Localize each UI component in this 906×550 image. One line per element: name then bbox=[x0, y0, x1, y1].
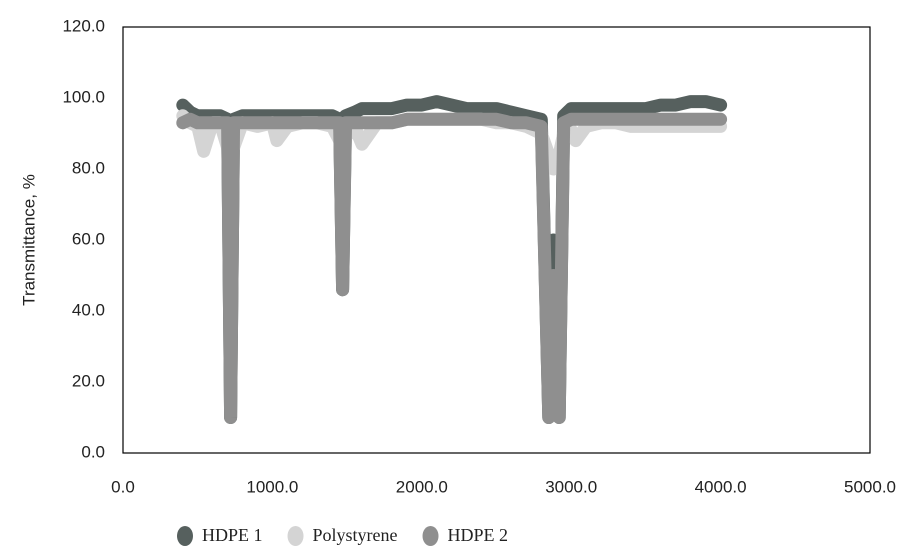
series-line bbox=[176, 95, 728, 424]
legend-marker bbox=[422, 526, 439, 546]
y-tick-label: 80.0 bbox=[72, 158, 105, 177]
x-tick-label: 3000.0 bbox=[545, 477, 597, 496]
x-tick-label: 4000.0 bbox=[695, 477, 747, 496]
y-tick-label: 60.0 bbox=[72, 229, 105, 248]
y-tick-label: 0.0 bbox=[81, 442, 105, 461]
plot-frame bbox=[122, 26, 871, 454]
y-tick-label: 20.0 bbox=[72, 371, 105, 390]
series-line bbox=[176, 112, 728, 424]
y-tick-label: 100.0 bbox=[62, 87, 105, 106]
legend-label: HDPE 1 bbox=[202, 525, 263, 545]
y-axis-title: Transmittance, % bbox=[19, 174, 38, 306]
legend-marker bbox=[287, 526, 304, 546]
legend-marker bbox=[177, 526, 193, 546]
x-tick-label: 5000.0 bbox=[844, 477, 896, 496]
legend-label: Polystyrene bbox=[313, 525, 398, 545]
legend-label: HDPE 2 bbox=[448, 525, 509, 545]
x-tick-label: 0.0 bbox=[111, 477, 135, 496]
y-tick-label: 120.0 bbox=[62, 16, 105, 35]
y-tick-label: 40.0 bbox=[72, 300, 105, 319]
x-tick-label: 1000.0 bbox=[246, 477, 298, 496]
x-tick-label: 2000.0 bbox=[396, 477, 448, 496]
